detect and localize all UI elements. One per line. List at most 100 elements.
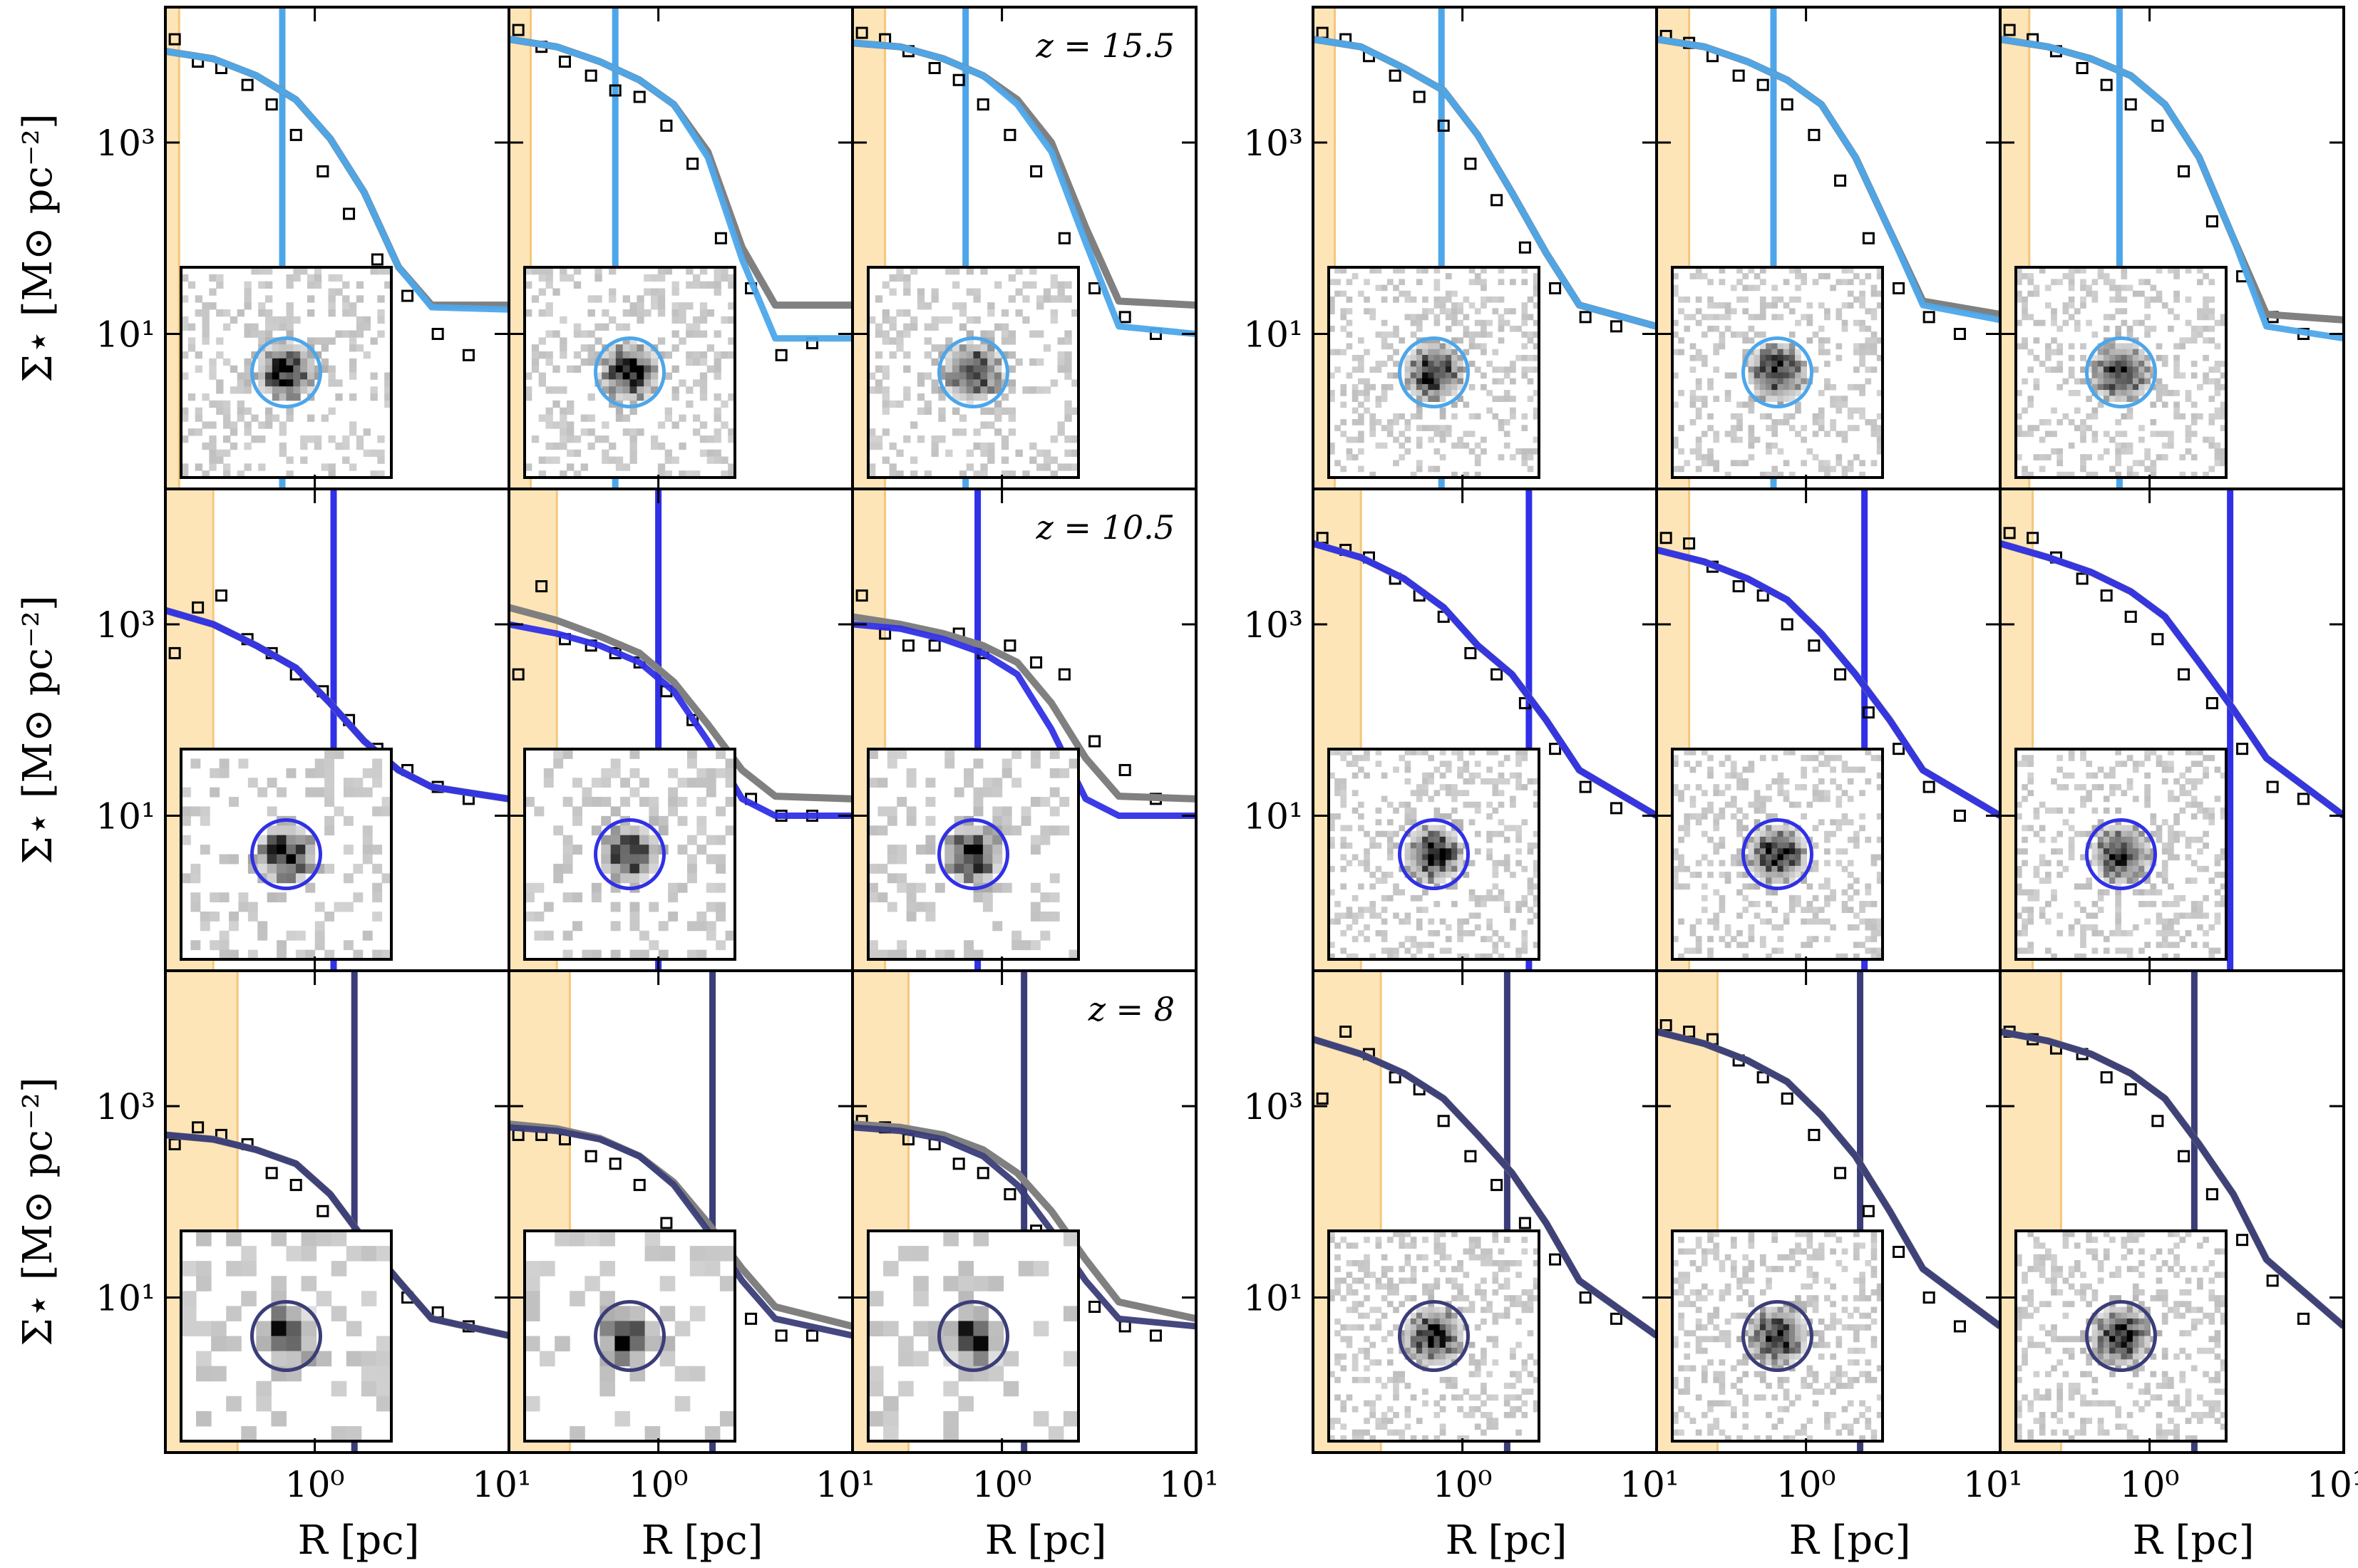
inset-pixel xyxy=(2068,755,2075,761)
inset-pixel xyxy=(525,281,532,289)
inset-pixel xyxy=(882,316,890,324)
inset-pixel xyxy=(1393,460,1399,467)
inset-pixel xyxy=(2220,401,2227,408)
inset-pixel xyxy=(1340,390,1347,396)
inset-pixel xyxy=(1736,279,1743,286)
inset-pixel xyxy=(2027,889,2034,896)
y-tick-label: 10¹ xyxy=(1243,314,1303,356)
inset-pixel xyxy=(644,379,652,387)
inset-pixel xyxy=(1853,319,1860,326)
inset-pixel xyxy=(258,358,266,366)
inset-pixel xyxy=(966,330,974,338)
inset-pixel xyxy=(1859,413,1865,420)
inset-pixel xyxy=(1030,797,1041,807)
inset-pixel xyxy=(223,400,231,408)
inset-pixel xyxy=(1364,383,1370,391)
inset-pixel xyxy=(2121,865,2128,872)
inset-pixel xyxy=(1410,749,1417,755)
inset-pixel xyxy=(1481,778,1487,785)
inset-pixel xyxy=(1364,755,1370,761)
inset-pixel xyxy=(883,1410,899,1427)
inset-pixel xyxy=(362,835,373,845)
inset-pixel xyxy=(1689,801,1697,808)
inset-pixel xyxy=(1040,825,1051,836)
inset-aperture xyxy=(1741,818,1813,890)
inset-pixel xyxy=(1689,448,1697,455)
inset-pixel xyxy=(952,267,960,275)
inset-pixel xyxy=(1340,1400,1347,1407)
inset-pixel xyxy=(2027,401,2034,408)
inset-pixel xyxy=(1399,889,1406,896)
inset-pixel xyxy=(1777,361,1784,367)
inset-pixel xyxy=(1451,807,1458,814)
inset-pixel xyxy=(1340,825,1347,832)
inset-pixel xyxy=(2080,354,2086,361)
inset-pixel xyxy=(2115,308,2121,315)
inset-pixel xyxy=(925,911,936,922)
inset-pixel xyxy=(2173,953,2180,960)
inset-pixel xyxy=(644,288,652,296)
inset-pixel xyxy=(377,316,385,324)
inset-pixel xyxy=(1410,942,1417,949)
inset-pixel xyxy=(1346,308,1353,315)
inset-pixel xyxy=(882,309,890,317)
inset-pixel xyxy=(200,921,210,932)
inset-pixel xyxy=(1404,778,1411,785)
inset-pixel xyxy=(714,372,721,380)
inset-pixel xyxy=(1481,343,1487,350)
inset-pixel xyxy=(1340,465,1347,473)
inset-pixel xyxy=(301,1306,317,1321)
inset-pixel xyxy=(1527,883,1534,890)
inset-pixel xyxy=(992,863,1003,874)
inset-pixel xyxy=(1404,419,1411,425)
inset-pixel xyxy=(1410,378,1417,385)
inset-pixel xyxy=(1788,383,1796,391)
inset-pixel xyxy=(1801,361,1807,367)
inset-pixel xyxy=(1386,801,1394,808)
inset-pixel xyxy=(721,470,728,478)
inset-pixel xyxy=(1071,407,1079,415)
inset-pixel xyxy=(1381,337,1388,344)
inset-pixel xyxy=(1340,325,1347,332)
inset-pixel xyxy=(1404,366,1411,373)
inset-pixel xyxy=(1795,273,1801,279)
inset-pixel xyxy=(219,768,230,778)
inset-pixel xyxy=(1357,1301,1364,1308)
inset-pixel xyxy=(1859,296,1865,303)
inset-pixel xyxy=(1788,396,1796,402)
inset-pixel xyxy=(1766,425,1772,431)
inset-pixel xyxy=(1422,1266,1428,1272)
inset-pixel xyxy=(2074,830,2081,837)
inset-pixel xyxy=(525,267,532,275)
inset-pixel xyxy=(1422,1283,1428,1290)
inset-pixel xyxy=(370,267,378,275)
data-point xyxy=(714,232,727,244)
inset-pixel xyxy=(1498,419,1505,425)
inset-pixel xyxy=(1375,865,1382,872)
inset-pixel xyxy=(1451,319,1458,326)
inset-pixel xyxy=(1724,396,1731,402)
inset-pixel xyxy=(629,407,637,415)
inset-pixel xyxy=(1766,448,1772,455)
inset-pixel xyxy=(295,854,306,865)
inset-pixel xyxy=(903,274,911,282)
inset-pixel xyxy=(1022,281,1030,289)
inset-pixel xyxy=(343,940,354,951)
inset-pixel xyxy=(370,449,378,457)
inset-pixel xyxy=(1736,267,1743,274)
inset-pixel xyxy=(209,435,217,443)
inset-pixel xyxy=(1036,330,1044,338)
inset-pixel xyxy=(1410,1324,1417,1331)
inset-pixel xyxy=(637,386,644,394)
inset-pixel xyxy=(1724,784,1731,790)
inset-pixel xyxy=(1416,361,1423,367)
inset-pixel xyxy=(2144,279,2151,286)
inset-pixel xyxy=(2091,930,2099,937)
inset-pixel xyxy=(265,281,273,289)
inset-pixel xyxy=(1766,383,1772,391)
inset-pixel xyxy=(1730,860,1737,867)
inset-pixel xyxy=(545,407,553,415)
inset-pixel xyxy=(992,778,1003,788)
inset-pixel xyxy=(307,309,315,317)
